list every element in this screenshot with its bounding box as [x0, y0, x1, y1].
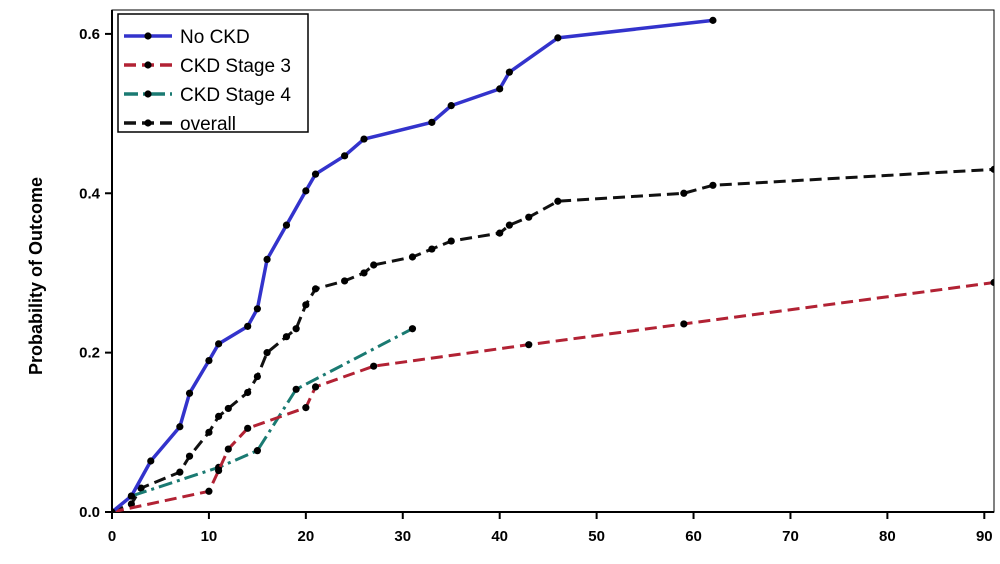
data-point-no-ckd — [112, 508, 116, 512]
data-point-overall — [709, 181, 717, 189]
data-point-overall — [137, 484, 145, 492]
data-point-no-ckd — [263, 255, 271, 264]
x-tick-label: 10 — [201, 528, 218, 545]
data-point-ckd-stage-3 — [224, 445, 232, 453]
legend-marker — [144, 119, 152, 127]
legend-label-ckd-stage-3: CKD Stage 3 — [180, 56, 291, 77]
data-point-overall — [185, 452, 194, 460]
data-point-ckd-stage-3 — [680, 320, 688, 328]
legend-marker — [144, 61, 152, 69]
data-point-overall — [244, 388, 252, 397]
data-point-overall — [990, 165, 994, 173]
data-point-overall — [253, 372, 261, 381]
x-tick-label: 80 — [879, 528, 896, 545]
legend-label-ckd-stage-4: CKD Stage 4 — [180, 85, 291, 106]
y-tick-label: 0.2 — [79, 345, 100, 362]
data-point-no-ckd — [244, 322, 252, 330]
data-point-overall — [263, 349, 271, 357]
x-tick-label: 20 — [298, 528, 315, 545]
data-point-no-ckd — [215, 340, 223, 348]
data-point-overall — [176, 468, 184, 476]
data-point-overall — [496, 229, 504, 237]
data-point-overall — [360, 269, 368, 277]
series-line-ckd-stage-4 — [112, 327, 414, 512]
data-point-no-ckd — [360, 135, 368, 143]
legend: No CKD CKD Stage 3 CKD Stage 4 overall — [117, 13, 309, 135]
data-point-overall — [525, 213, 533, 221]
data-point-no-ckd — [205, 357, 213, 365]
data-point-ckd-stage-3 — [311, 383, 320, 391]
data-point-ckd-stage-4 — [408, 325, 417, 333]
plot-frame — [111, 9, 995, 513]
data-point-overall — [224, 404, 232, 413]
data-point-no-ckd — [185, 389, 194, 397]
data-point-overall — [282, 333, 291, 341]
data-point-no-ckd — [554, 34, 562, 42]
y-tick-label: 0.0 — [79, 504, 100, 521]
data-point-ckd-stage-3 — [990, 278, 994, 287]
legend-marker — [144, 90, 152, 98]
data-point-overall — [311, 285, 320, 293]
data-point-no-ckd — [282, 221, 291, 229]
data-point-overall — [205, 428, 213, 436]
data-point-no-ckd — [302, 187, 310, 195]
y-axis-label: Probability of Outcome — [26, 177, 46, 375]
data-point-overall — [428, 245, 436, 253]
x-tick-label: 50 — [588, 528, 605, 545]
series-line-overall — [112, 167, 994, 512]
data-point-overall — [215, 412, 223, 420]
data-point-no-ckd — [496, 85, 504, 93]
data-point-overall — [680, 189, 688, 197]
x-tick-label: 30 — [394, 528, 411, 545]
data-point-no-ckd — [311, 170, 320, 178]
legend-marker — [144, 32, 152, 40]
data-point-ckd-stage-3 — [244, 424, 252, 432]
data-point-no-ckd — [447, 102, 455, 110]
data-point-overall — [554, 197, 562, 205]
data-point-no-ckd — [176, 423, 184, 431]
series-lines — [112, 16, 994, 512]
data-point-ckd-stage-4 — [253, 447, 261, 455]
x-tick-label: 40 — [491, 528, 508, 545]
data-point-no-ckd — [147, 457, 155, 465]
data-point-no-ckd — [505, 68, 513, 76]
data-point-ckd-stage-3 — [525, 341, 533, 349]
y-tick-label: 0.6 — [79, 26, 100, 43]
data-point-overall — [302, 301, 310, 309]
x-tick-label: 70 — [782, 528, 799, 545]
axis-ticks: 0 10 20 30 40 50 60 70 80 90 0.0 0.2 0.4 0.6 — [79, 26, 993, 545]
legend-label-no-ckd: No CKD — [180, 27, 250, 48]
data-point-no-ckd — [341, 152, 349, 160]
data-point-no-ckd — [253, 305, 261, 313]
x-tick-label: 90 — [976, 528, 993, 545]
data-point-overall — [292, 325, 300, 333]
data-point-no-ckd — [428, 118, 436, 126]
data-point-ckd-stage-3 — [215, 466, 223, 475]
data-point-no-ckd — [127, 492, 135, 500]
y-tick-label: 0.4 — [79, 185, 101, 202]
data-point-ckd-stage-3 — [370, 362, 378, 370]
data-point-overall — [127, 500, 135, 508]
x-tick-label: 60 — [685, 528, 702, 545]
data-point-overall — [505, 221, 513, 229]
data-point-ckd-stage-3 — [205, 487, 213, 495]
legend-label-overall: overall — [180, 114, 236, 135]
series-line-ckd-stage-3 — [112, 281, 994, 512]
data-point-ckd-stage-3 — [302, 404, 310, 412]
data-point-overall — [370, 261, 378, 269]
data-point-overall — [447, 237, 455, 245]
data-point-no-ckd — [709, 16, 717, 24]
data-point-overall — [341, 277, 349, 285]
x-tick-label: 0 — [108, 528, 116, 545]
data-point-ckd-stage-4 — [292, 385, 300, 393]
data-point-overall — [408, 253, 417, 261]
